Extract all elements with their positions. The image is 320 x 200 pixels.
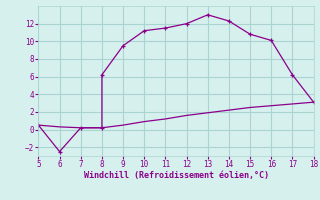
X-axis label: Windchill (Refroidissement éolien,°C): Windchill (Refroidissement éolien,°C): [84, 171, 268, 180]
